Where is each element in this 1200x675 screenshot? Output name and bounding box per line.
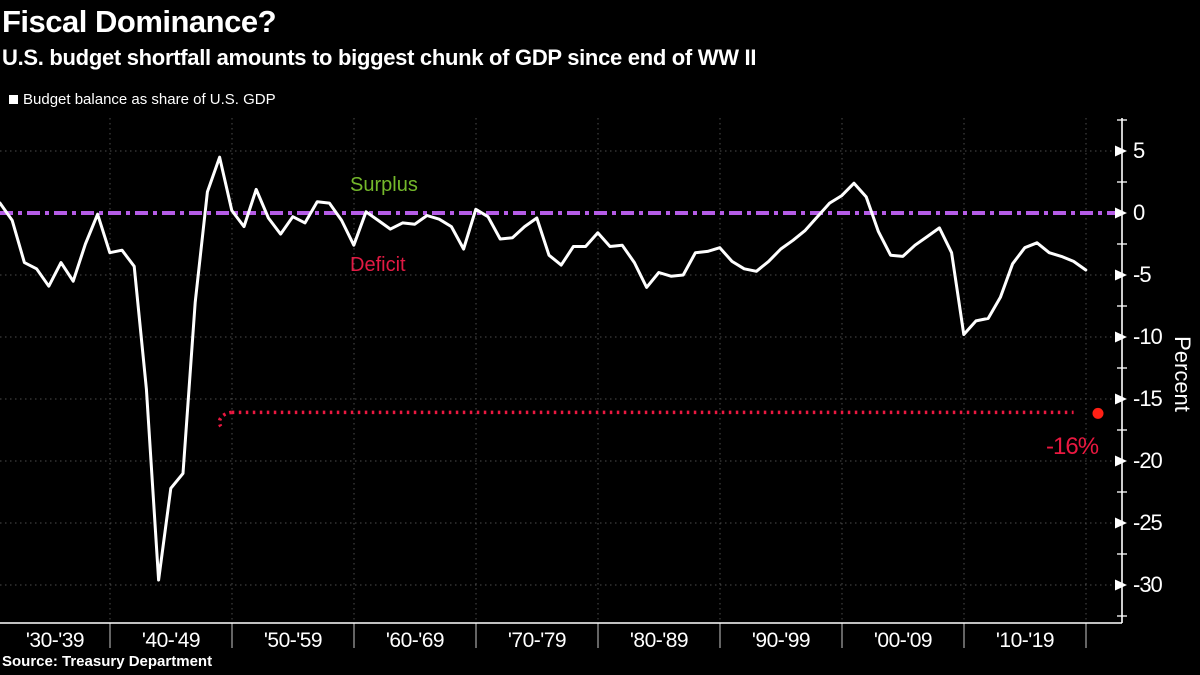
y-tick-label: -30	[1133, 572, 1163, 597]
x-tick-label: '50-'59	[263, 629, 323, 652]
y-tick-label: -20	[1133, 448, 1163, 473]
x-tick-label: '30-'39	[25, 629, 85, 652]
source-credit: Source: Treasury Department	[2, 653, 213, 670]
chart-subtitle: U.S. budget shortfall amounts to biggest…	[2, 45, 757, 70]
y-tick-label: -5	[1133, 262, 1152, 287]
y-major-tick	[1115, 517, 1127, 529]
x-tick-label: '80-'89	[629, 629, 689, 652]
legend-swatch-icon	[9, 95, 18, 104]
x-tick-label: '70-'79	[507, 629, 567, 652]
x-tick-label: '60-'69	[385, 629, 445, 652]
x-tick-label: '00-'09	[873, 629, 933, 652]
x-tick-label: '90-'99	[751, 629, 811, 652]
y-major-tick	[1115, 145, 1127, 157]
y-axis-title: Percent	[1170, 336, 1195, 412]
legend-label: Budget balance as share of U.S. GDP	[23, 91, 276, 108]
y-tick-label: -25	[1133, 510, 1163, 535]
y-tick-label: 5	[1133, 138, 1145, 163]
deficit-annotation: Deficit	[350, 254, 406, 276]
y-tick-label: -15	[1133, 386, 1163, 411]
y-tick-label: 0	[1133, 200, 1145, 225]
x-tick-label: '10-'19	[995, 629, 1055, 652]
y-major-tick	[1115, 207, 1127, 219]
deficit-line-tail	[217, 410, 233, 428]
budget-balance-line	[0, 155, 1088, 582]
projection-dot	[1092, 407, 1104, 419]
y-major-tick	[1115, 331, 1127, 343]
y-major-tick	[1115, 269, 1127, 281]
chart-title: Fiscal Dominance?	[2, 4, 277, 39]
surplus-annotation: Surplus	[350, 174, 418, 196]
y-major-tick	[1115, 393, 1127, 405]
legend: Budget balance as share of U.S. GDP	[9, 91, 276, 108]
projection-value-label: -16%	[1046, 433, 1099, 460]
x-tick-label: '40-'49	[141, 629, 201, 652]
y-major-tick	[1115, 579, 1127, 591]
y-tick-label: -10	[1133, 324, 1163, 349]
y-major-tick	[1115, 455, 1127, 467]
